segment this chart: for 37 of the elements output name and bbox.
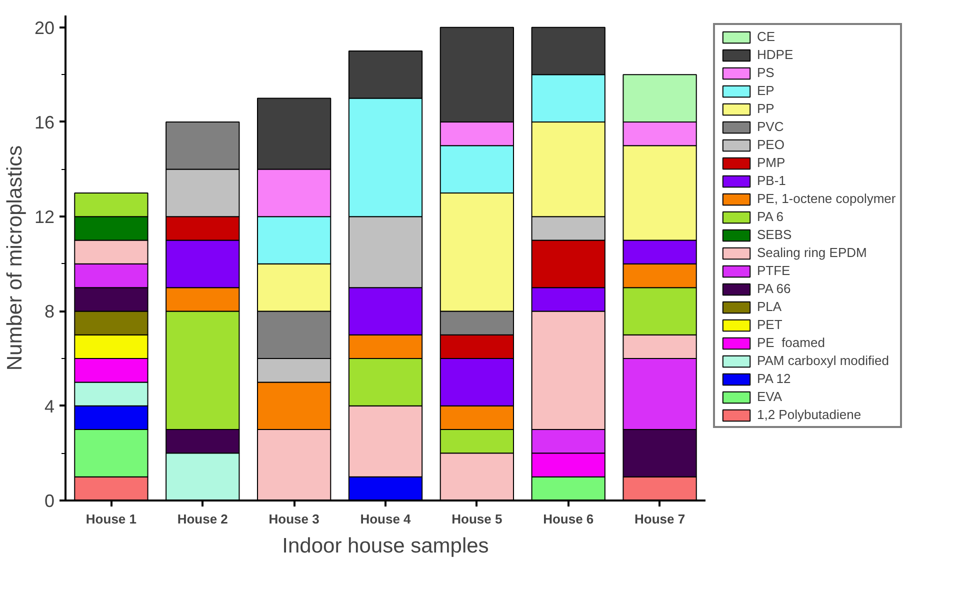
legend-label: EP — [757, 83, 776, 98]
legend-label: PVC — [757, 119, 784, 134]
x-tick-label: House 3 — [268, 512, 320, 526]
y-tick-label: 4 — [44, 396, 55, 416]
x-tick-label: House 6 — [543, 512, 594, 526]
legend-label: PEO — [757, 137, 784, 152]
x-tick-label: House 5 — [452, 512, 502, 526]
y-tick-label: 0 — [44, 491, 55, 511]
legend-label: PA 12 — [757, 371, 791, 386]
legend-label: PA 6 — [757, 209, 784, 224]
legend-label: EVA — [757, 389, 782, 404]
x-axis-title: Indoor house samples — [282, 534, 489, 558]
legend-label: Sealing ring EPDM — [757, 245, 867, 260]
legend-label: PTFE — [757, 263, 790, 278]
legend-label: HDPE — [757, 47, 794, 62]
legend-label: CE — [757, 29, 776, 44]
y-tick-label: 20 — [34, 18, 55, 38]
x-tick-label: House 1 — [86, 512, 137, 526]
x-tick-label: House 4 — [360, 512, 412, 526]
legend-label: 1,2 Polybutadiene — [757, 407, 862, 422]
y-tick-label: 12 — [34, 207, 55, 228]
y-axis-title: Number of microplastics — [3, 145, 26, 371]
y-tick-label: 16 — [34, 112, 55, 132]
legend-label: PMP — [757, 155, 786, 170]
legend-label: PA 66 — [757, 281, 791, 296]
x-tick-label: House 2 — [177, 512, 228, 526]
legend-label: PET — [757, 317, 782, 332]
legend-label: PP — [757, 101, 776, 116]
legend-label: SEBS — [757, 227, 792, 242]
legend-label: PB-1 — [757, 173, 786, 188]
legend-label: PS — [757, 65, 776, 80]
legend-label: PAM carboxyl modified — [757, 353, 889, 368]
x-tick-label: House 7 — [634, 512, 686, 526]
legend-label: PE, 1-octene copolymer — [757, 191, 896, 206]
legend-label: PLA — [757, 299, 782, 314]
legend-label: PE foamed — [757, 335, 825, 350]
y-tick-label: 8 — [44, 302, 55, 322]
